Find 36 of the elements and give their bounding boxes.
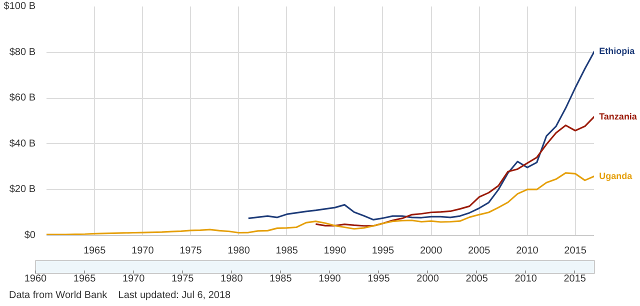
x2-tick-label: 1980 [220,274,244,284]
x2-tick-label: 1990 [318,274,342,284]
x-tick-label: 2010 [516,246,539,256]
series-label: Ethiopia [599,46,636,56]
x2-tick-label: 1985 [270,274,292,284]
x-tick-label: 1995 [372,246,395,256]
x-tick-label: 2015 [564,246,587,256]
y-tick-label: $0 [24,230,36,241]
series-label: Uganda [599,171,634,182]
x2-tick-label: 1995 [368,274,390,284]
x2-tick-label: 1975 [171,274,194,284]
x2-tick-label: 1965 [73,274,96,284]
x-tick-label: 1975 [180,246,202,256]
line-series [314,116,594,227]
x2-tick-label: 2005 [466,274,488,284]
x-tick-label: 1965 [83,246,106,256]
x2-tick-label: 1960 [24,274,48,284]
series-label: Tanzania [599,111,638,122]
x-tick-label: 1970 [132,246,154,256]
line-series [248,50,594,220]
x2-tick-label: 2000 [416,274,440,284]
x-tick-label: 1980 [228,246,250,256]
x-tick-label: 2000 [420,246,443,256]
x2-tick-label: 2010 [514,274,538,284]
line-series [46,172,594,236]
x2-tick-label: 2015 [564,274,586,284]
x-tick-label: 2005 [468,246,491,256]
text: Data from World Bank Last updated: Jul 6, 2018 [9,290,231,301]
x2-tick-label: 1970 [122,274,146,284]
y-tick-label: $40 B [9,138,36,150]
x-tick-label: 1985 [276,246,298,256]
y-tick-label: $20 B [9,184,36,196]
y-tick-label: $60 B [9,92,36,104]
y-tick-label: $80 B [9,46,36,58]
y-tick-label: $100 B [4,1,36,12]
x-tick-label: 1990 [324,246,346,256]
